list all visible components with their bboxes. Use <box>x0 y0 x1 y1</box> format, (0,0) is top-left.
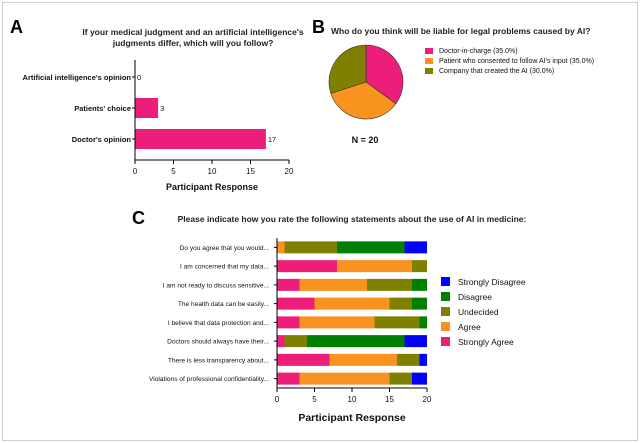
chart-c-legend-label: Strongly Agree <box>458 337 514 347</box>
chart-c-bar-segment <box>277 372 300 385</box>
chart-b: Who do you think will be liable for lega… <box>328 26 594 145</box>
chart-c-bar-segment <box>404 241 427 254</box>
chart-c-bar-segment <box>277 297 315 310</box>
chart-c-legend-swatch <box>441 337 450 346</box>
chart-c-category-label: Do you agree that you would... <box>180 245 270 252</box>
chart-c-category-label: There is less transparency about... <box>168 357 269 364</box>
chart-b-legend-swatch <box>425 68 433 74</box>
chart-b-pie-slice <box>328 44 367 94</box>
chart-b-legend-label: Patient who consented to follow AI's inp… <box>439 58 594 65</box>
chart-c-legend-label: Agree <box>458 322 481 332</box>
chart-c-x-tick-label: 0 <box>275 395 280 404</box>
chart-a-x-tick-label: 10 <box>208 167 217 176</box>
chart-c-category-label: Violations of professional confidentiali… <box>149 376 269 383</box>
chart-a-x-tick-label: 15 <box>246 167 255 176</box>
chart-c-x-label: Participant Response <box>298 412 406 424</box>
chart-a-title-line-2: judgments differ, which will you follow? <box>112 38 274 48</box>
chart-c-bar-segment <box>337 260 412 273</box>
chart-c-legend-swatch <box>441 277 450 286</box>
chart-c-bar-segment <box>412 278 427 291</box>
chart-a-category-label: Artificial intelligence's opinion <box>23 73 132 82</box>
chart-c-bar-segment <box>412 260 427 273</box>
chart-c-legend-label: Strongly Disagree <box>458 277 526 287</box>
chart-a-x-tick-label: 0 <box>133 167 138 176</box>
chart-b-legend-swatch <box>425 58 433 64</box>
chart-c-category-label: I am concerned that my data... <box>180 264 269 271</box>
chart-c-bar-segment <box>419 316 427 329</box>
chart-c-bar-segment <box>389 297 412 310</box>
chart-c-category-label: The health data can be easily... <box>178 301 269 308</box>
chart-c-bar-segment <box>329 353 397 366</box>
chart-a-x-tick-label: 5 <box>171 167 176 176</box>
chart-c-legend-swatch <box>441 322 450 331</box>
chart-a-x-tick-label: 20 <box>285 167 294 176</box>
chart-c-bar-segment <box>277 241 285 254</box>
chart-c-category-label: Doctors should always have their... <box>167 339 269 346</box>
chart-b-legend-label: Company that created the AI (30.0%) <box>439 68 554 75</box>
chart-a-value-label: 0 <box>137 73 141 82</box>
chart-c-bar-segment <box>277 260 337 273</box>
chart-c-bar-segment <box>367 278 412 291</box>
chart-c-bar-segment <box>277 316 300 329</box>
chart-c-category-label: I believe that data protection and... <box>168 320 269 327</box>
chart-b-pie-slice <box>365 44 404 105</box>
chart-b-legend-label: Doctor-in-charge (35.0%) <box>439 48 518 55</box>
chart-c-bar-segment <box>412 372 427 385</box>
chart-c: Please indicate how you rate the followi… <box>149 214 527 424</box>
chart-c-bar-segment <box>277 353 330 366</box>
chart-c-legend-swatch <box>441 307 450 316</box>
chart-c-title: Please indicate how you rate the followi… <box>178 214 527 224</box>
chart-c-bar-segment <box>412 297 427 310</box>
chart-c-bar-segment <box>299 278 367 291</box>
chart-c-bar-segment <box>397 353 420 366</box>
chart-c-bar-segment <box>277 278 300 291</box>
chart-c-x-tick-label: 15 <box>385 395 394 404</box>
panel-letter-a: A <box>10 17 23 37</box>
chart-a-category-label: Patients' choice <box>74 104 131 113</box>
chart-b-legend-swatch <box>425 48 433 54</box>
chart-c-bar-segment <box>307 335 405 348</box>
chart-a-x-label: Participant Response <box>166 182 258 192</box>
chart-a-category-label: Doctor's opinion <box>72 135 132 144</box>
chart-c-bar-segment <box>277 335 285 348</box>
panel-letter-b: B <box>312 17 325 37</box>
chart-c-bar-segment <box>419 353 427 366</box>
chart-c-x-tick-label: 5 <box>312 395 317 404</box>
chart-c-bar-segment <box>284 335 307 348</box>
chart-c-legend-swatch <box>441 292 450 301</box>
chart-c-bar-segment <box>299 316 375 329</box>
chart-c-bar-segment <box>314 297 390 310</box>
chart-c-legend-label: Disagree <box>458 292 492 302</box>
chart-b-pie-slice <box>330 81 397 120</box>
chart-c-bar-segment <box>404 335 427 348</box>
chart-a-bar <box>135 129 266 149</box>
chart-c-bar-segment <box>389 372 412 385</box>
chart-b-title: Who do you think will be liable for lega… <box>331 26 590 36</box>
chart-a-bar <box>135 98 159 118</box>
chart-c-legend-label: Undecided <box>458 307 499 317</box>
chart-a: If your medical judgment and an artifici… <box>23 27 304 192</box>
chart-c-bar-segment <box>284 241 337 254</box>
chart-c-category-label: I am not ready to discuss sensitive... <box>163 282 269 289</box>
chart-c-x-tick-label: 20 <box>423 395 432 404</box>
chart-a-value-label: 17 <box>268 135 276 144</box>
chart-a-title-line-1: If your medical judgment and an artifici… <box>82 27 303 37</box>
chart-c-bar-segment <box>374 316 420 329</box>
chart-c-x-tick-label: 10 <box>348 395 357 404</box>
panel-letter-c: C <box>132 208 145 228</box>
chart-a-value-label: 3 <box>160 104 164 113</box>
chart-b-n-label: N = 20 <box>352 135 379 145</box>
chart-c-bar-segment <box>337 241 405 254</box>
chart-c-bar-segment <box>299 372 390 385</box>
